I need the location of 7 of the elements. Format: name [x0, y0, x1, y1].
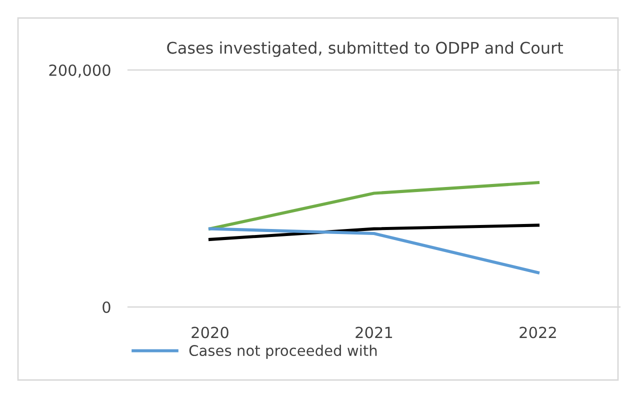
y-tick-label: 0 — [102, 301, 110, 314]
chart-title: Cases investigated, submitted to ODPP and Court — [167, 41, 563, 57]
x-tick-label: 2020 — [192, 326, 228, 338]
y-tick-label: 200,000 — [49, 64, 110, 78]
x-tick-label: 2021 — [356, 326, 392, 338]
x-tick-label: 2022 — [520, 326, 556, 338]
legend-label: Cases not proceeded with — [189, 344, 377, 359]
